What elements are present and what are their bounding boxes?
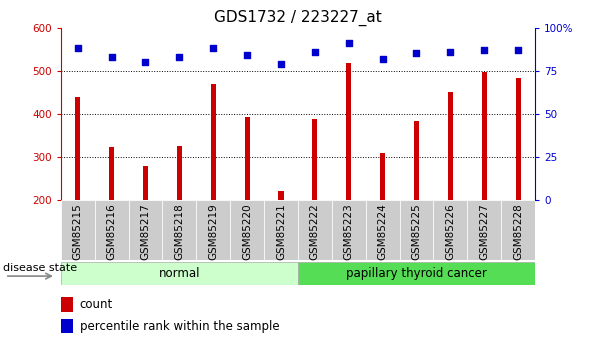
FancyBboxPatch shape bbox=[365, 200, 399, 260]
Point bbox=[209, 46, 218, 51]
Point bbox=[242, 52, 252, 58]
Bar bbox=[109, 148, 114, 200]
FancyBboxPatch shape bbox=[264, 200, 298, 260]
Text: GSM85219: GSM85219 bbox=[208, 203, 218, 260]
FancyBboxPatch shape bbox=[61, 262, 298, 285]
FancyBboxPatch shape bbox=[95, 200, 128, 260]
FancyBboxPatch shape bbox=[230, 200, 264, 260]
Bar bbox=[61, 319, 73, 333]
Point bbox=[276, 61, 286, 67]
Text: GSM85220: GSM85220 bbox=[242, 203, 252, 260]
FancyBboxPatch shape bbox=[298, 262, 535, 285]
FancyBboxPatch shape bbox=[399, 200, 434, 260]
FancyBboxPatch shape bbox=[61, 200, 95, 260]
FancyBboxPatch shape bbox=[332, 200, 365, 260]
Text: GSM85221: GSM85221 bbox=[276, 203, 286, 260]
Text: GSM85217: GSM85217 bbox=[140, 203, 151, 260]
Bar bbox=[380, 152, 385, 200]
Text: GSM85218: GSM85218 bbox=[174, 203, 184, 260]
FancyBboxPatch shape bbox=[128, 200, 162, 260]
FancyBboxPatch shape bbox=[468, 200, 501, 260]
Bar bbox=[346, 63, 351, 200]
Point bbox=[378, 56, 387, 61]
Point bbox=[73, 46, 83, 51]
Point bbox=[513, 47, 523, 53]
FancyBboxPatch shape bbox=[501, 200, 535, 260]
Bar bbox=[482, 72, 487, 200]
FancyBboxPatch shape bbox=[298, 200, 332, 260]
Bar bbox=[516, 79, 520, 200]
Point bbox=[107, 54, 117, 60]
Text: GSM85224: GSM85224 bbox=[378, 203, 388, 260]
Text: GSM85226: GSM85226 bbox=[445, 203, 455, 260]
Bar bbox=[211, 84, 216, 200]
Bar bbox=[448, 92, 453, 200]
Bar bbox=[143, 166, 148, 200]
Text: GSM85215: GSM85215 bbox=[73, 203, 83, 260]
Point bbox=[344, 40, 354, 46]
Text: count: count bbox=[80, 298, 113, 311]
Text: GSM85225: GSM85225 bbox=[412, 203, 421, 260]
Text: disease state: disease state bbox=[3, 264, 77, 274]
Bar bbox=[75, 98, 80, 200]
Bar bbox=[177, 146, 182, 200]
Point bbox=[412, 51, 421, 56]
Point bbox=[140, 59, 150, 65]
Text: GSM85227: GSM85227 bbox=[479, 203, 489, 260]
Bar bbox=[414, 121, 419, 200]
Text: normal: normal bbox=[159, 267, 200, 280]
Text: GSM85216: GSM85216 bbox=[106, 203, 117, 260]
Title: GDS1732 / 223227_at: GDS1732 / 223227_at bbox=[214, 10, 382, 26]
Point bbox=[479, 47, 489, 53]
Point bbox=[446, 49, 455, 55]
Bar bbox=[313, 119, 317, 200]
Bar bbox=[244, 117, 250, 200]
FancyBboxPatch shape bbox=[434, 200, 468, 260]
Text: GSM85222: GSM85222 bbox=[310, 203, 320, 260]
Point bbox=[310, 49, 320, 55]
Bar bbox=[61, 297, 73, 312]
Text: GSM85228: GSM85228 bbox=[513, 203, 523, 260]
Text: papillary thyroid cancer: papillary thyroid cancer bbox=[346, 267, 487, 280]
FancyBboxPatch shape bbox=[162, 200, 196, 260]
FancyBboxPatch shape bbox=[196, 200, 230, 260]
Text: GSM85223: GSM85223 bbox=[344, 203, 354, 260]
Bar bbox=[278, 190, 283, 200]
Text: percentile rank within the sample: percentile rank within the sample bbox=[80, 319, 280, 333]
Point bbox=[174, 54, 184, 60]
